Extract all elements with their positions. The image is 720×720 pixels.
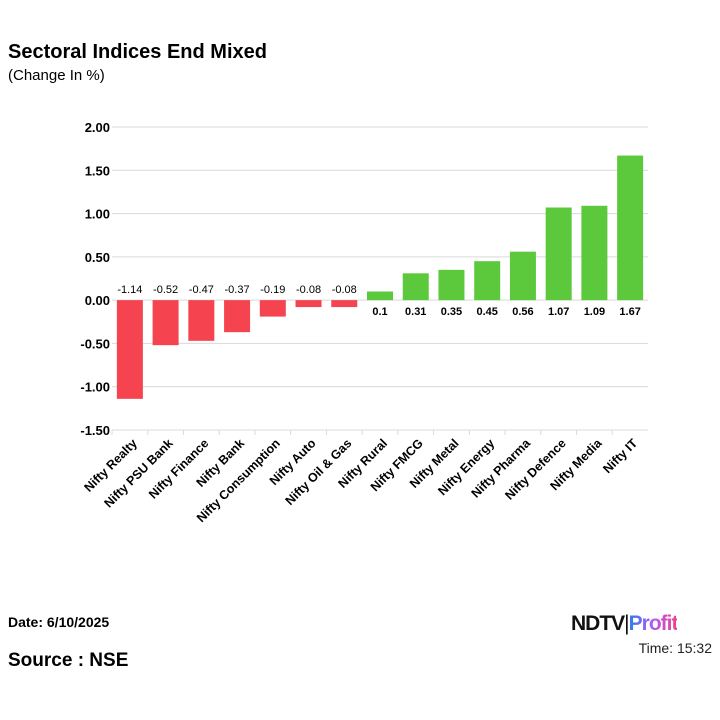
- bar: [438, 269, 465, 301]
- data-label: 1.07: [548, 306, 569, 318]
- bar: [581, 205, 608, 301]
- data-label: 0.45: [476, 306, 497, 318]
- data-label: -0.52: [153, 284, 178, 296]
- data-label: 1.67: [619, 306, 640, 318]
- data-label: -0.08: [332, 284, 357, 296]
- y-tick-label: 1.50: [85, 163, 110, 178]
- y-tick-label: -1.50: [80, 423, 110, 438]
- x-tick-label: Nifty IT: [600, 436, 640, 476]
- bar: [402, 273, 429, 301]
- y-tick-label: -1.00: [80, 380, 110, 395]
- bar: [224, 300, 251, 333]
- bar: [509, 251, 536, 301]
- data-label: -0.19: [260, 284, 285, 296]
- bar: [259, 300, 286, 317]
- y-tick-label: -0.50: [80, 336, 110, 351]
- data-label: 0.56: [512, 306, 533, 318]
- bar: [617, 155, 644, 301]
- data-label: 1.09: [584, 306, 605, 318]
- source-label: Source : NSE: [8, 650, 129, 671]
- date-label: Date: 6/10/2025: [8, 614, 110, 630]
- bar: [545, 207, 572, 301]
- chart-title: Sectoral Indices End Mixed: [8, 41, 267, 63]
- bar: [188, 300, 215, 341]
- bar: [474, 261, 501, 301]
- bar: [295, 300, 322, 308]
- bar: [331, 300, 358, 308]
- chart-subtitle: (Change In %): [8, 67, 105, 84]
- y-tick-label: 0.00: [85, 293, 110, 308]
- bar: [116, 300, 143, 399]
- y-tick-label: 0.50: [85, 250, 110, 265]
- data-label: -0.08: [296, 284, 321, 296]
- time-label: Time: 15:32: [638, 640, 712, 656]
- y-tick-label: 1.00: [85, 207, 110, 222]
- data-label: -1.14: [117, 284, 142, 296]
- bar: [367, 291, 393, 301]
- bar: [152, 300, 179, 346]
- data-label: 0.35: [441, 306, 462, 318]
- data-label: 0.1: [372, 306, 387, 318]
- data-label: -0.47: [189, 284, 214, 296]
- y-tick-label: 2.00: [85, 120, 110, 135]
- data-label: -0.37: [225, 284, 250, 296]
- ndtv-profit-logo: NDTV|Profit: [571, 612, 678, 635]
- data-label: 0.31: [405, 306, 426, 318]
